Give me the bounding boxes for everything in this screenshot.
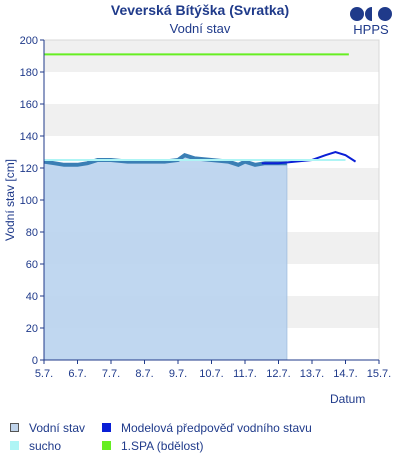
legend-label: Vodní stav (29, 421, 86, 435)
y-tick-label: 140 (20, 131, 38, 143)
legend-swatch (10, 423, 19, 432)
legend-label: sucho (29, 439, 62, 453)
x-tick-label: 12.7. (266, 368, 290, 380)
x-tick-label: 11.7. (233, 368, 257, 380)
y-tick-label: 40 (26, 291, 38, 303)
x-axis-label: Datum (330, 392, 366, 406)
grid-band (44, 104, 379, 136)
grid-band (44, 40, 379, 72)
y-tick-label: 200 (20, 35, 38, 47)
y-tick-label: 0 (32, 355, 38, 367)
chart-legend: Vodní stav Modelová předpověď vodního st… (0, 418, 400, 460)
x-tick-label: 8.7. (135, 368, 153, 380)
y-tick-label: 80 (26, 227, 38, 239)
x-tick-label: 14.7. (333, 368, 357, 380)
x-tick-label: 9.7. (169, 368, 187, 380)
legend-swatch (10, 441, 19, 450)
y-tick-label: 120 (20, 163, 38, 175)
y-axis-label: Vodní stav [cm] (3, 159, 17, 241)
y-tick-label: 180 (20, 67, 38, 79)
chart-subtitle: Vodní stav (169, 21, 231, 36)
legend-label: 1.SPA (bdělost) (121, 439, 204, 453)
y-tick-label: 100 (20, 195, 38, 207)
hpps-logo-icon (350, 7, 392, 21)
legend-label: Modelová předpověď vodního stavu (121, 421, 312, 435)
y-tick-label: 160 (20, 99, 38, 111)
x-tick-label: 15.7. (367, 368, 391, 380)
y-tick-label: 60 (26, 259, 38, 271)
series-area-vodni-stav (44, 155, 287, 360)
x-tick-label: 6.7. (68, 368, 86, 380)
logo-text: HPPS (353, 22, 389, 37)
y-tick-label: 20 (26, 323, 38, 335)
chart-title: Veverská Bítýška (Svratka) (110, 2, 290, 18)
legend-swatch (102, 423, 111, 432)
series-line (261, 150, 357, 165)
water-level-chart: 0 20 40 60 80 100 120 140 160 180 200 5.7. 6.7. 7.7. 8… (3, 35, 391, 380)
x-tick-label: 5.7. (35, 368, 53, 380)
x-tick-label: 10.7. (199, 368, 223, 380)
x-tick-label: 7.7. (102, 368, 120, 380)
legend-swatch (102, 441, 111, 450)
x-tick-label: 13.7. (300, 368, 324, 380)
